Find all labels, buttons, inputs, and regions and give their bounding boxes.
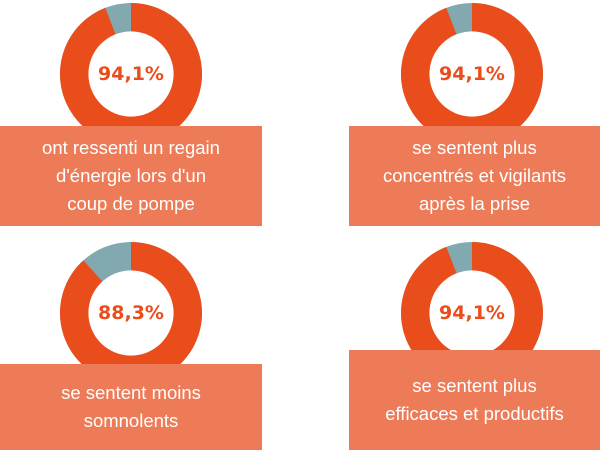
caption-line: d'énergie lors d'un	[55, 165, 206, 186]
caption-line: se sentent plus	[412, 375, 537, 396]
donut-chart-2: 94,1%	[401, 3, 543, 146]
donut-hole	[429, 270, 515, 356]
percentage-label: 88,3%	[98, 302, 164, 324]
caption-line: après la prise	[418, 193, 531, 214]
caption-box: se sentent plus efficaces et productifs	[349, 350, 600, 450]
percentage-label: 94,1%	[439, 302, 505, 324]
caption-box: se sentent moins somnolents	[0, 364, 262, 450]
caption-line: concentrés et vigilants	[382, 165, 567, 186]
percentage-label: 94,1%	[98, 63, 164, 85]
caption-line: efficaces et productifs	[385, 403, 564, 424]
donut-chart-1: 94,1%	[60, 3, 202, 146]
caption-line: se sentent plus	[412, 137, 537, 158]
donut-chart-3: 88,3%	[60, 242, 202, 384]
caption-line: somnolents	[83, 410, 179, 431]
caption-box: se sentent plus concentrés et vigilants ap…	[349, 126, 600, 226]
donut-hole	[88, 270, 174, 356]
donut-hole	[429, 31, 515, 117]
caption-box: ont ressenti un regain d'énergie lors d'u…	[0, 126, 262, 226]
donut-chart-4: 94,1%	[401, 242, 543, 384]
percentage-label: 94,1%	[439, 63, 505, 85]
caption-line: ont ressenti un regain	[42, 137, 220, 158]
caption-line: coup de pompe	[67, 193, 195, 214]
caption-line: se sentent moins	[61, 382, 201, 403]
donut-hole	[88, 31, 174, 117]
